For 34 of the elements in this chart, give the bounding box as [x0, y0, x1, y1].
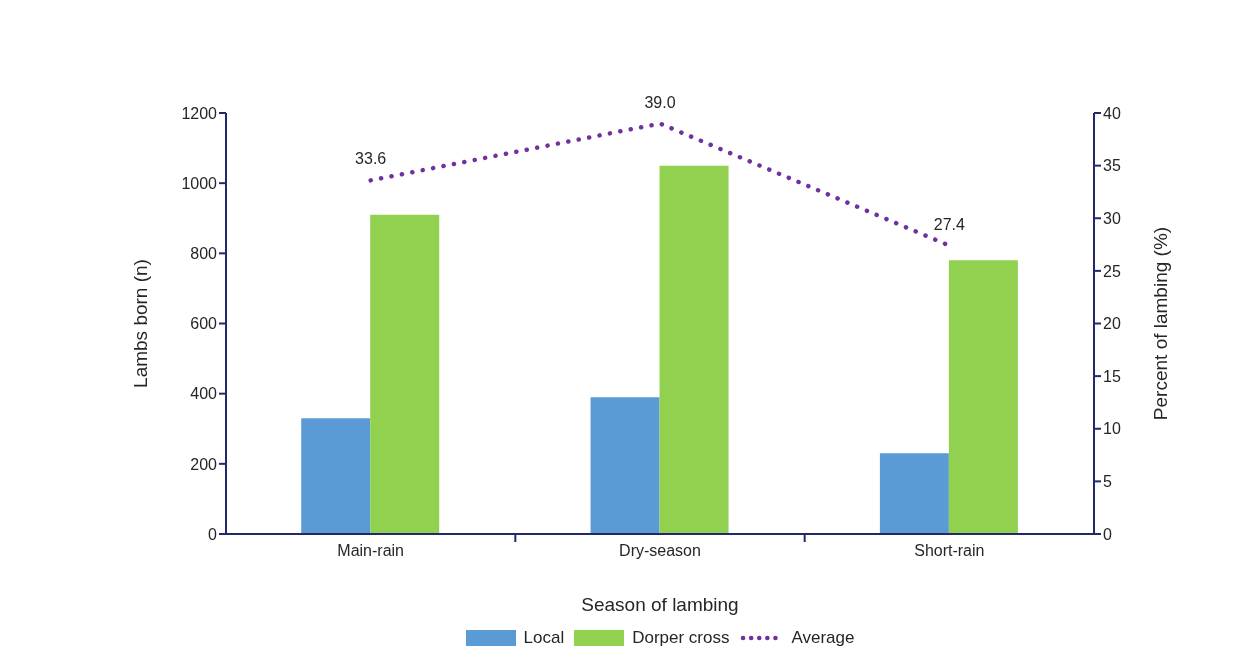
bar [659, 165, 729, 534]
x-tick-label: Main-rain [337, 542, 405, 559]
x-tick-label: Short-rain [914, 542, 985, 559]
y2-tick-label: 15 [1103, 367, 1121, 385]
y2-axis-title: Percent of lambing (%) [1149, 226, 1171, 421]
bar [879, 453, 949, 534]
legend-label: Average [791, 628, 855, 648]
bar [948, 260, 1018, 534]
x-axis-title: Season of lambing [581, 594, 739, 615]
y-tick-label: 800 [190, 245, 218, 263]
bar [370, 214, 440, 534]
y-tick-label: 400 [190, 385, 218, 403]
y2-tick-label: 30 [1103, 209, 1121, 227]
y2-tick-label: 35 [1103, 157, 1121, 175]
y-tick-label: 1200 [181, 104, 218, 122]
data-label: 27.4 [933, 215, 966, 233]
y2-tick-label: 10 [1103, 420, 1121, 438]
y-tick-label: 1000 [181, 174, 218, 192]
legend-label: Local [523, 628, 565, 648]
bar [301, 418, 371, 534]
y2-tick-label: 0 [1103, 525, 1112, 543]
y-tick-label: 200 [190, 455, 218, 473]
data-label: 39.0 [644, 93, 676, 111]
legend-label: Dorper cross [632, 628, 730, 648]
y-axis-title: Lambs born (n) [129, 259, 151, 388]
y-tick-label: 0 [208, 525, 218, 543]
bar [590, 397, 660, 534]
x-tick-label: Dry-season [619, 542, 701, 559]
y2-tick-label: 5 [1103, 473, 1112, 491]
data-label: 33.6 [355, 150, 387, 168]
y-tick-label: 600 [190, 315, 218, 333]
y2-tick-label: 20 [1103, 315, 1121, 333]
y2-tick-label: 40 [1103, 104, 1121, 122]
y2-tick-label: 25 [1103, 262, 1121, 280]
